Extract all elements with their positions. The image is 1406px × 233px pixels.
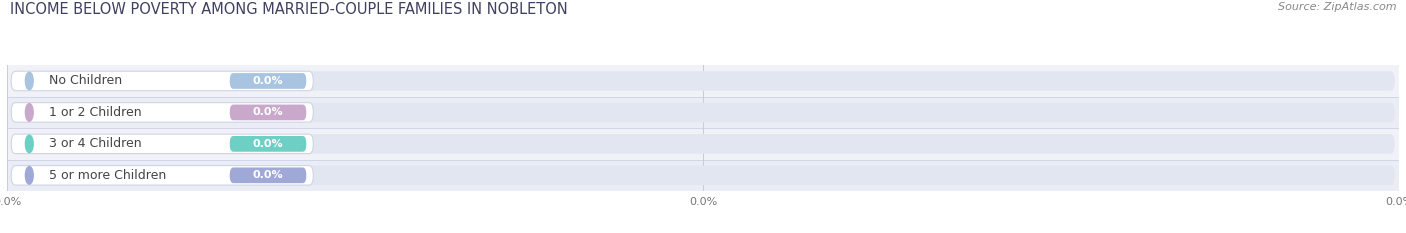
FancyBboxPatch shape [11,103,1395,122]
FancyBboxPatch shape [11,134,1395,154]
FancyBboxPatch shape [11,103,314,122]
FancyBboxPatch shape [229,105,307,120]
FancyBboxPatch shape [11,166,1395,185]
Circle shape [25,72,34,90]
FancyBboxPatch shape [11,166,314,185]
Text: 3 or 4 Children: 3 or 4 Children [49,137,142,150]
FancyBboxPatch shape [11,71,1395,91]
Text: 1 or 2 Children: 1 or 2 Children [49,106,142,119]
Text: 0.0%: 0.0% [253,139,284,149]
FancyBboxPatch shape [11,134,314,154]
Circle shape [25,135,34,153]
Text: 0.0%: 0.0% [253,170,284,180]
Text: 0.0%: 0.0% [253,107,284,117]
Text: Source: ZipAtlas.com: Source: ZipAtlas.com [1278,2,1396,12]
Text: No Children: No Children [49,75,122,87]
Bar [7,97,1399,128]
Bar [7,160,1399,191]
FancyBboxPatch shape [229,168,307,183]
Text: INCOME BELOW POVERTY AMONG MARRIED-COUPLE FAMILIES IN NOBLETON: INCOME BELOW POVERTY AMONG MARRIED-COUPL… [10,2,568,17]
Text: 5 or more Children: 5 or more Children [49,169,166,182]
Bar [7,128,1399,160]
FancyBboxPatch shape [11,71,314,91]
Text: 0.0%: 0.0% [253,76,284,86]
Bar [7,65,1399,97]
FancyBboxPatch shape [229,136,307,152]
Circle shape [25,104,34,121]
FancyBboxPatch shape [229,73,307,89]
Circle shape [25,167,34,184]
